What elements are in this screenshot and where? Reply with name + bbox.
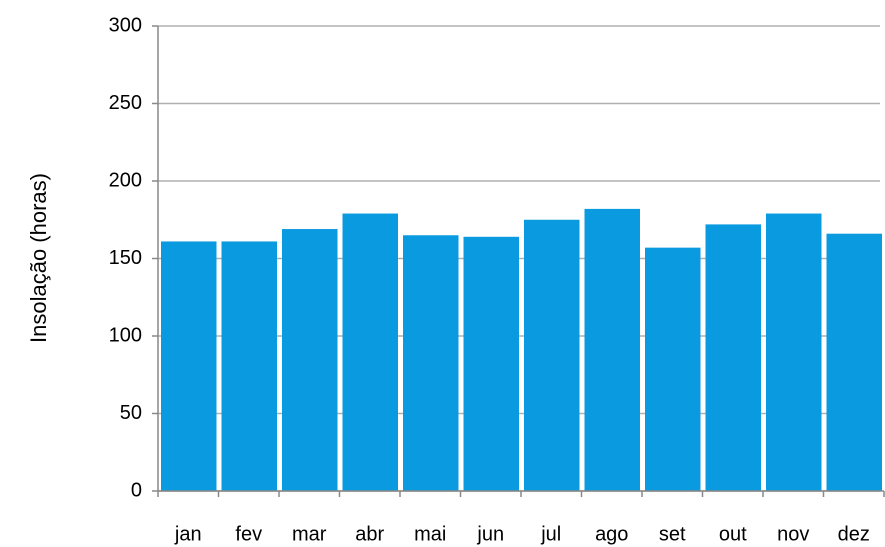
bar [524,219,580,491]
bar [584,208,640,491]
bar [403,235,459,491]
y-tick-label: 100 [109,324,142,346]
x-tick-label: nov [777,523,809,545]
bar [766,213,822,492]
x-tick-label: dez [838,523,870,545]
x-tick-label: mar [292,523,327,545]
y-axis-label: Insolação (horas) [26,173,51,343]
x-tick-label: abr [355,523,384,545]
y-tick-label: 200 [109,169,142,191]
x-tick-label: fev [235,523,262,545]
bar [463,236,519,491]
y-tick-label: 150 [109,247,142,269]
bar [282,229,338,492]
y-tick-label: 50 [120,402,142,424]
bar [161,241,217,491]
bar [826,233,882,491]
bar [342,213,398,492]
y-tick-label: 0 [131,479,142,501]
x-tick-label: jul [540,523,561,545]
x-tick-label: set [659,523,686,545]
x-tick-label: jan [174,523,202,545]
x-tick-label: ago [595,523,628,545]
y-tick-label: 300 [109,14,142,36]
x-tick-label: jun [476,523,504,545]
bar [221,241,277,491]
bar [705,224,761,491]
y-tick-label: 250 [109,92,142,114]
x-tick-label: mai [414,523,446,545]
bar [645,247,701,491]
x-tick-label: out [719,523,747,545]
